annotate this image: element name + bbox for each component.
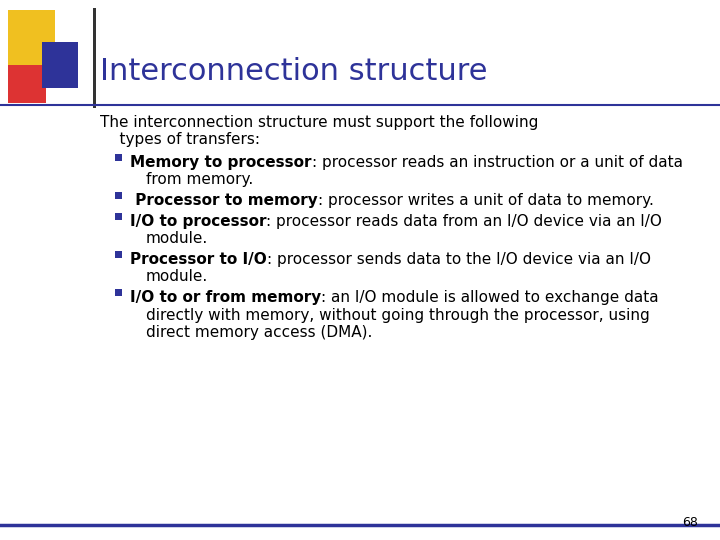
Text: : processor reads an instruction or a unit of data: : processor reads an instruction or a un… (312, 155, 683, 170)
Text: module.: module. (146, 231, 208, 246)
Text: 68: 68 (683, 516, 698, 529)
Text: The interconnection structure must support the following: The interconnection structure must suppo… (100, 115, 539, 130)
Text: : processor reads data from an I/O device via an I/O: : processor reads data from an I/O devic… (266, 214, 662, 230)
Text: I/O to processor: I/O to processor (130, 214, 266, 230)
Text: : processor writes a unit of data to memory.: : processor writes a unit of data to mem… (318, 193, 654, 208)
Text: : processor sends data to the I/O device via an I/O: : processor sends data to the I/O device… (266, 252, 651, 267)
Text: Processor to memory: Processor to memory (130, 193, 318, 208)
Text: : an I/O module is allowed to exchange data: : an I/O module is allowed to exchange d… (321, 291, 659, 306)
Text: types of transfers:: types of transfers: (100, 132, 260, 147)
Text: I/O to or from memory: I/O to or from memory (130, 291, 321, 306)
Text: direct memory access (DMA).: direct memory access (DMA). (146, 325, 372, 340)
Text: Memory to processor: Memory to processor (130, 155, 312, 170)
Text: from memory.: from memory. (146, 172, 253, 187)
Text: Processor to I/O: Processor to I/O (130, 252, 266, 267)
Text: directly with memory, without going through the processor, using: directly with memory, without going thro… (146, 307, 649, 322)
Text: Interconnection structure: Interconnection structure (100, 57, 487, 86)
Text: module.: module. (146, 269, 208, 285)
